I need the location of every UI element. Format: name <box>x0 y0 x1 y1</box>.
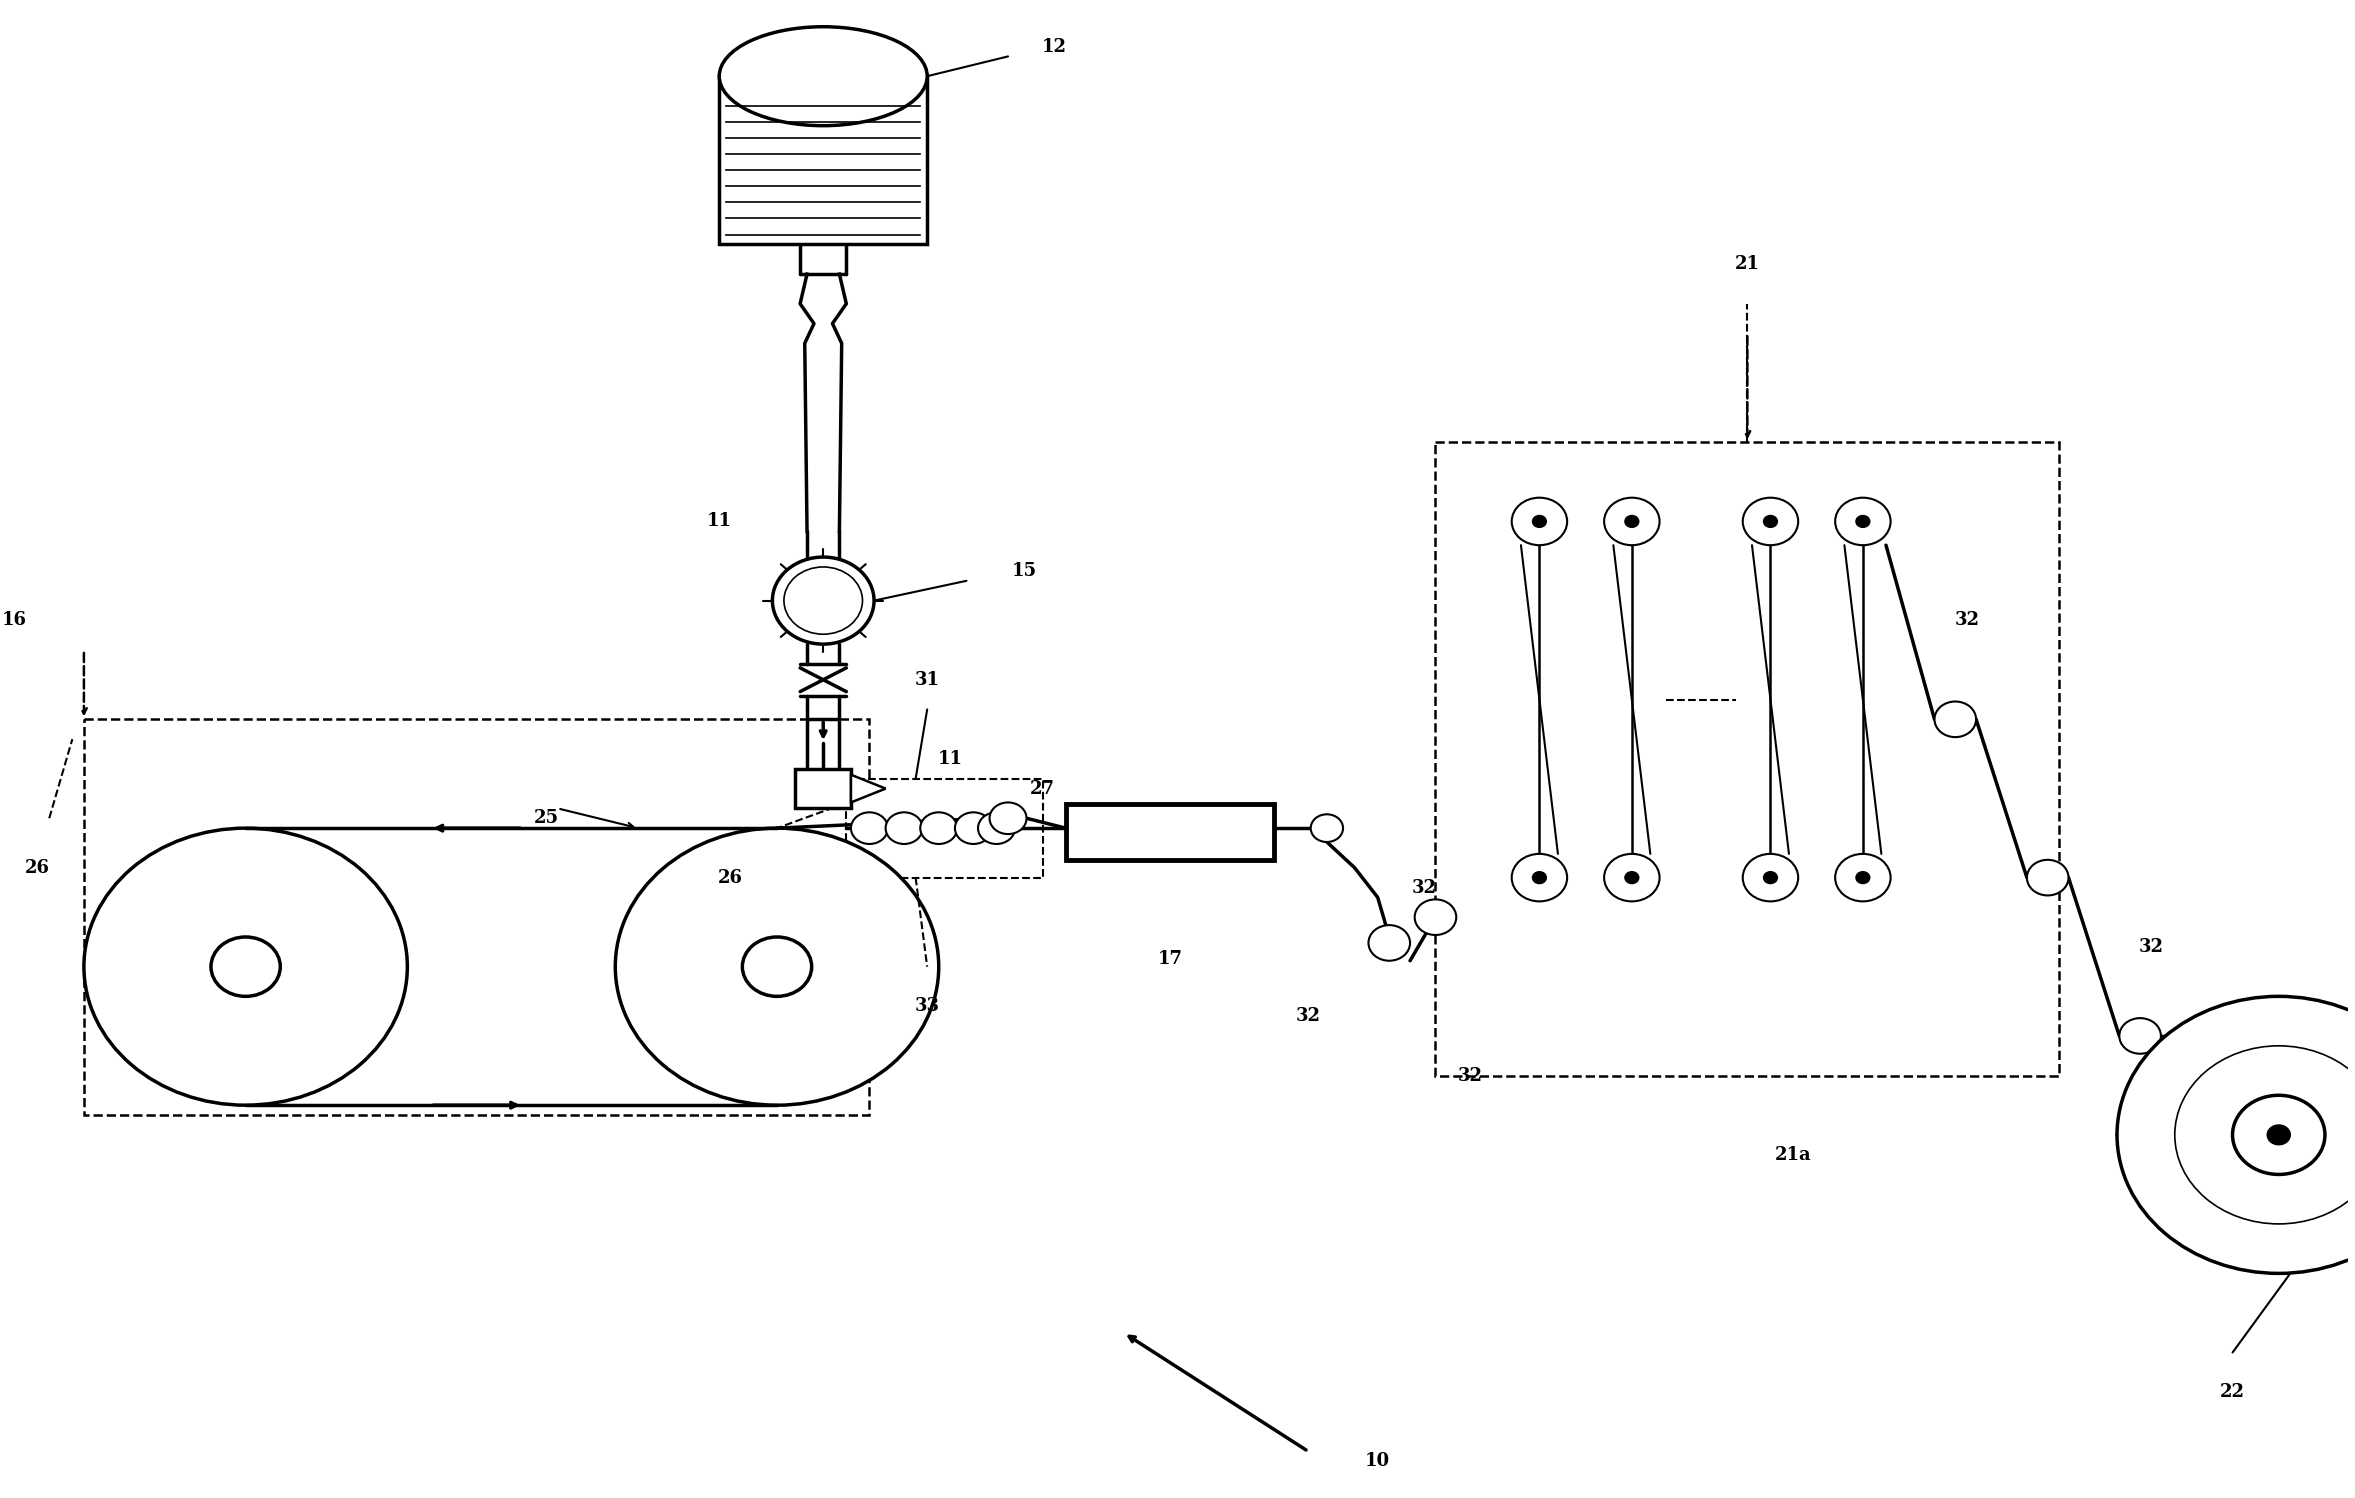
Circle shape <box>1856 872 1870 884</box>
Circle shape <box>1312 815 1342 842</box>
Bar <box>1437 442 2058 1076</box>
Polygon shape <box>850 774 885 803</box>
Circle shape <box>2233 1095 2324 1174</box>
Circle shape <box>885 812 923 843</box>
Text: 12: 12 <box>1041 37 1067 55</box>
Circle shape <box>1835 497 1891 545</box>
Text: 11: 11 <box>937 750 963 768</box>
Circle shape <box>921 812 956 843</box>
Bar <box>718 76 928 244</box>
Circle shape <box>2268 1125 2291 1144</box>
Text: 27: 27 <box>1029 779 1055 797</box>
Text: 32: 32 <box>1295 1007 1321 1025</box>
Circle shape <box>1604 854 1660 902</box>
Text: 17: 17 <box>1156 950 1182 968</box>
Text: 21: 21 <box>1736 255 1759 273</box>
Circle shape <box>2028 860 2068 896</box>
Text: 32: 32 <box>1955 611 1978 629</box>
Bar <box>85 719 869 1115</box>
Circle shape <box>1764 872 1778 884</box>
Circle shape <box>772 557 874 644</box>
Circle shape <box>1512 854 1566 902</box>
Circle shape <box>85 828 407 1106</box>
Text: 32: 32 <box>1411 878 1437 896</box>
Text: 16: 16 <box>2 611 28 629</box>
Circle shape <box>615 828 940 1106</box>
Text: 25: 25 <box>535 809 558 827</box>
Text: 26: 26 <box>718 869 744 887</box>
Text: 26: 26 <box>26 858 49 876</box>
Circle shape <box>1368 926 1411 960</box>
Ellipse shape <box>718 27 928 126</box>
Circle shape <box>1533 872 1547 884</box>
Circle shape <box>1625 515 1639 527</box>
Text: 15: 15 <box>1013 562 1036 580</box>
Circle shape <box>1512 497 1566 545</box>
Bar <box>1067 804 1274 860</box>
Circle shape <box>850 812 888 843</box>
Circle shape <box>1764 515 1778 527</box>
Circle shape <box>2117 996 2355 1273</box>
Circle shape <box>1835 854 1891 902</box>
Circle shape <box>977 812 1015 843</box>
Text: 32: 32 <box>2138 938 2164 956</box>
Circle shape <box>1533 515 1547 527</box>
Text: 11: 11 <box>706 512 732 530</box>
Bar <box>845 779 1043 878</box>
Circle shape <box>1856 515 1870 527</box>
Text: 22: 22 <box>2221 1383 2244 1401</box>
Circle shape <box>212 936 280 996</box>
Circle shape <box>1604 497 1660 545</box>
Circle shape <box>1743 854 1799 902</box>
Circle shape <box>1415 899 1455 935</box>
Circle shape <box>2174 1046 2355 1224</box>
Circle shape <box>989 803 1027 834</box>
Text: 31: 31 <box>914 671 940 689</box>
Circle shape <box>954 812 991 843</box>
Circle shape <box>1743 497 1799 545</box>
Text: 32: 32 <box>1458 1067 1484 1085</box>
Bar <box>796 768 850 809</box>
Circle shape <box>742 936 812 996</box>
Circle shape <box>784 566 862 634</box>
Text: 10: 10 <box>1366 1453 1389 1471</box>
Circle shape <box>1625 872 1639 884</box>
Circle shape <box>1933 701 1976 737</box>
Circle shape <box>2120 1019 2162 1053</box>
Text: 21a: 21a <box>1776 1146 1811 1164</box>
Text: 33: 33 <box>914 998 940 1016</box>
